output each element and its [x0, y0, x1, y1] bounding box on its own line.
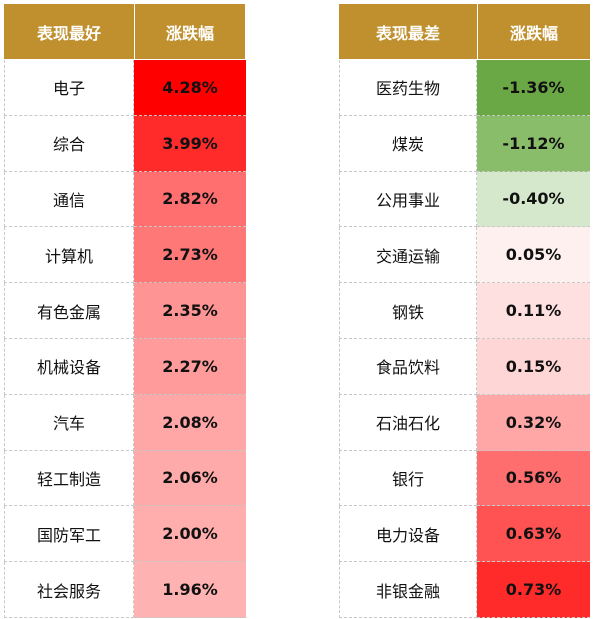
worst-sector-change: 0.32% — [477, 394, 590, 451]
table-row: 轻工制造 2.06% 银行 0.56% — [0, 450, 594, 507]
best-sector-name: 轻工制造 — [4, 450, 134, 507]
worst-sector-change: 0.15% — [477, 339, 590, 395]
worst-sector-name: 银行 — [339, 450, 477, 507]
worst-sector-name: 钢铁 — [339, 283, 477, 339]
header-best-change: 涨跌幅 — [135, 4, 245, 59]
best-sector-name: 电子 — [4, 60, 134, 116]
best-sector-name: 汽车 — [4, 394, 134, 451]
best-sector-change: 2.82% — [134, 171, 246, 228]
worst-sector-change: 0.56% — [477, 450, 590, 507]
worst-sector-name: 石油石化 — [339, 394, 477, 451]
table-row: 电子 4.28% 医药生物 -1.36% — [0, 60, 594, 116]
best-sector-name: 通信 — [4, 171, 134, 228]
worst-sector-change: 0.11% — [477, 283, 590, 339]
best-sector-change: 2.00% — [134, 506, 246, 563]
table-row: 计算机 2.73% 交通运输 0.05% — [0, 227, 594, 284]
table-row: 有色金属 2.35% 钢铁 0.11% — [0, 283, 594, 339]
best-sector-change: 4.28% — [134, 60, 246, 116]
worst-sector-name: 公用事业 — [339, 171, 477, 228]
header-worst-sector: 表现最差 — [339, 4, 477, 59]
table-row: 综合 3.99% 煤炭 -1.12% — [0, 115, 594, 172]
table-row: 国防军工 2.00% 电力设备 0.63% — [0, 506, 594, 563]
worst-sector-name: 非银金融 — [339, 562, 477, 618]
table-row: 机械设备 2.27% 食品饮料 0.15% — [0, 339, 594, 395]
header-best-sector: 表现最好 — [4, 4, 134, 59]
worst-sector-name: 电力设备 — [339, 506, 477, 563]
table-row: 社会服务 1.96% 非银金融 0.73% — [0, 562, 594, 618]
best-sector-change: 2.08% — [134, 394, 246, 451]
worst-sector-change: 0.73% — [477, 562, 590, 618]
worst-sector-name: 食品饮料 — [339, 339, 477, 395]
best-sector-name: 有色金属 — [4, 283, 134, 339]
best-sector-name: 国防军工 — [4, 506, 134, 563]
best-sector-name: 综合 — [4, 115, 134, 172]
best-sector-name: 机械设备 — [4, 339, 134, 395]
table-row: 汽车 2.08% 石油石化 0.32% — [0, 394, 594, 451]
best-sector-change: 2.06% — [134, 450, 246, 507]
worst-sector-name: 医药生物 — [339, 60, 477, 116]
best-sector-change: 2.73% — [134, 227, 246, 284]
worst-sector-change: -1.36% — [477, 60, 590, 116]
worst-sector-name: 煤炭 — [339, 115, 477, 172]
table-row: 通信 2.82% 公用事业 -0.40% — [0, 171, 594, 228]
best-sector-name: 社会服务 — [4, 562, 134, 618]
worst-sector-change: 0.63% — [477, 506, 590, 563]
worst-sector-change: -1.12% — [477, 115, 590, 172]
worst-sector-change: -0.40% — [477, 171, 590, 228]
best-sector-change: 2.27% — [134, 339, 246, 395]
best-sector-change: 2.35% — [134, 283, 246, 339]
worst-sector-name: 交通运输 — [339, 227, 477, 284]
best-sector-change: 3.99% — [134, 115, 246, 172]
header-worst-change: 涨跌幅 — [478, 4, 590, 59]
worst-sector-change: 0.05% — [477, 227, 590, 284]
best-sector-name: 计算机 — [4, 227, 134, 284]
best-sector-change: 1.96% — [134, 562, 246, 618]
